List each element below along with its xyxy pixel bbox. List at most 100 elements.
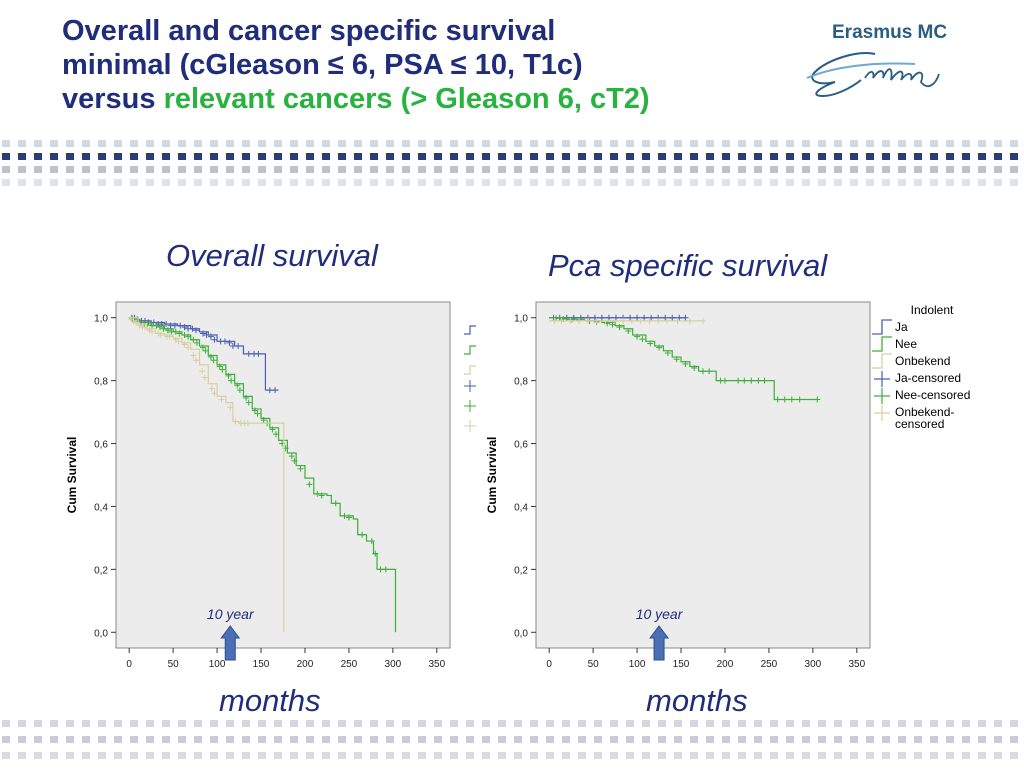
censor-mark-nee	[164, 327, 171, 334]
x-tick-label: 300	[805, 659, 822, 670]
censor-mark-nee	[359, 531, 366, 538]
censor-mark-nee	[609, 321, 616, 328]
censor-mark-nee	[372, 550, 379, 557]
censor-mark-nee	[735, 377, 742, 384]
censor-mark-ja	[634, 314, 641, 321]
ten-year-label: 10 year	[636, 606, 684, 622]
x-tick-label: 250	[761, 659, 778, 670]
censor-mark-nee	[219, 366, 226, 373]
censor-mark-onbekend	[620, 317, 627, 324]
x-tick-label: 200	[297, 659, 314, 670]
x-tick-label: 150	[673, 659, 690, 670]
censor-mark-nee	[225, 372, 232, 379]
x-tick-label: 300	[385, 659, 402, 670]
censor-mark-onbekend	[628, 317, 635, 324]
censor-mark-onbekend	[244, 420, 251, 427]
censor-mark-nee	[368, 538, 375, 545]
y-tick-label: 1,0	[514, 314, 528, 325]
censor-mark-onbekend	[157, 332, 164, 339]
censor-mark-nee	[741, 377, 748, 384]
censor-mark-onbekend	[567, 317, 574, 324]
ghost-legend-censor	[464, 380, 476, 392]
ten-year-arrow-icon	[220, 625, 241, 661]
censor-mark-nee	[269, 426, 276, 433]
censor-mark-nee	[788, 396, 795, 403]
top-stripes-pattern	[0, 138, 1024, 190]
censor-mark-nee	[176, 330, 183, 337]
censor-mark-nee	[185, 333, 192, 340]
censor-mark-onbekend	[199, 368, 206, 375]
censor-mark-nee	[210, 357, 217, 364]
censor-mark-ja	[207, 333, 214, 340]
legend-label: Onbekend	[895, 354, 950, 368]
censor-mark-nee	[200, 344, 207, 351]
y-tick-label: 0,8	[514, 377, 528, 388]
censor-mark-onbekend	[201, 374, 208, 381]
censor-mark-ja	[676, 314, 683, 321]
censor-mark-ja	[235, 343, 242, 350]
y-tick-label: 0,2	[514, 565, 528, 576]
censor-mark-ja	[181, 324, 188, 331]
censor-mark-onbekend	[181, 341, 188, 348]
censor-mark-nee	[228, 377, 235, 384]
censor-mark-nee	[260, 416, 267, 423]
legend-line-nee	[872, 336, 892, 352]
censor-mark-onbekend	[185, 344, 192, 351]
censor-mark-nee	[781, 396, 788, 403]
censor-mark-ja	[226, 339, 233, 346]
censor-mark-nee	[207, 354, 214, 361]
censor-mark-ja	[200, 330, 207, 337]
censor-mark-ja	[255, 350, 262, 357]
censor-mark-onbekend	[208, 385, 215, 392]
censor-mark-onbekend	[192, 357, 199, 364]
plot-area	[115, 301, 451, 649]
censor-mark-nee	[160, 325, 167, 332]
censor-mark-ja	[662, 314, 669, 321]
censor-mark-nee	[297, 465, 304, 472]
y-tick-label: 0,4	[94, 502, 108, 513]
censor-mark-nee	[682, 360, 689, 367]
censor-mark-nee	[700, 368, 706, 375]
title-line-3-prefix: versus	[62, 83, 164, 115]
censor-mark-nee	[639, 336, 646, 343]
censor-mark-nee	[625, 327, 632, 334]
censor-mark-nee	[634, 333, 641, 340]
ghost-legend-censor	[464, 400, 476, 412]
censor-mark-nee	[216, 363, 223, 370]
y-axis-label: Cum Survival	[485, 437, 499, 514]
censor-mark-ja	[641, 314, 648, 321]
legend-label: Onbekend-	[895, 405, 954, 419]
ghost-legend-line	[464, 365, 476, 375]
censor-mark-nee	[796, 396, 803, 403]
erasmus-mc-logo: Erasmus MC	[832, 22, 948, 43]
censor-mark-nee	[236, 387, 243, 394]
censor-mark-onbekend	[190, 352, 197, 359]
censor-mark-ja	[221, 338, 228, 345]
x-tick-label: 100	[629, 659, 646, 670]
censor-mark-onbekend	[686, 317, 693, 324]
censor-mark-onbekend	[655, 317, 662, 324]
ghost-legend-line	[464, 345, 476, 355]
y-tick-label: 0,6	[514, 440, 528, 451]
censor-mark-ja	[605, 314, 612, 321]
censor-mark-nee	[172, 328, 179, 335]
y-tick-label: 0,6	[94, 440, 108, 451]
title-line-2: minimal (cGleason ≤ 6, PSA ≤ 10, T1c)	[62, 49, 583, 81]
censor-mark-nee	[656, 344, 663, 351]
censor-mark-onbekend	[646, 317, 653, 324]
censor-mark-onbekend	[663, 317, 670, 324]
legend-line-onbekend	[872, 353, 892, 369]
censor-mark-nee	[291, 457, 298, 464]
ten-year-label: 10 year	[207, 606, 255, 622]
censor-mark-onbekend	[611, 317, 618, 324]
censor-mark-nee	[774, 396, 781, 403]
censor-mark-nee	[193, 339, 200, 346]
censor-mark-onbekend	[211, 390, 218, 397]
censor-mark-ja	[211, 336, 218, 343]
censor-mark-nee	[377, 566, 384, 573]
censor-mark-onbekend	[218, 396, 225, 403]
legend-label: Ja	[895, 320, 908, 334]
x-tick-label: 350	[428, 659, 445, 670]
y-tick-label: 0,0	[514, 628, 528, 639]
